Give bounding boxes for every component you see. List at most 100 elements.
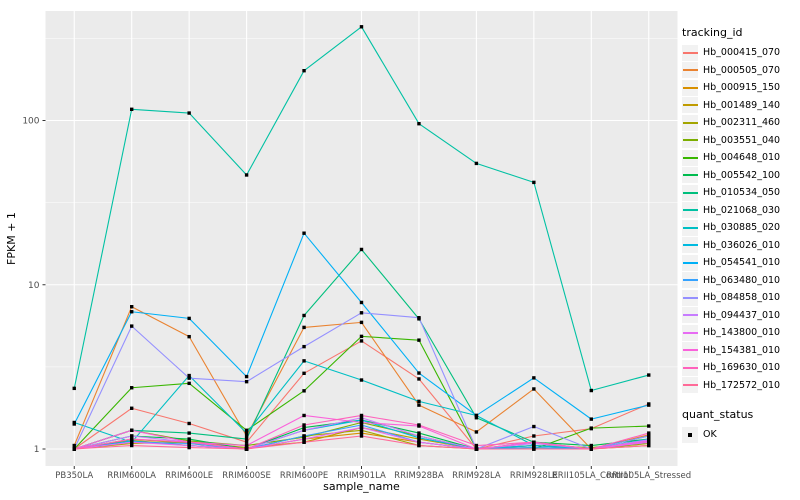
x-tick-label: RRII105LA_Control bbox=[552, 471, 631, 481]
legend-entry-Hb_030885_020: Hb_030885_020 bbox=[682, 219, 798, 237]
y-tick-label: 1 bbox=[34, 445, 40, 455]
data-point bbox=[359, 425, 364, 430]
legend-entry-Hb_001489_140: Hb_001489_140 bbox=[682, 97, 798, 115]
data-point bbox=[532, 376, 536, 380]
x-tick-label: PB350LA bbox=[55, 471, 93, 481]
legend-entry-label: Hb_021068_030 bbox=[703, 204, 781, 216]
x-tick-label: RRIM600SE bbox=[222, 471, 271, 481]
data-point bbox=[244, 434, 249, 438]
legend-entry-Hb_094437_010: Hb_094437_010 bbox=[682, 307, 798, 325]
data-point bbox=[72, 386, 76, 391]
data-point bbox=[359, 428, 364, 432]
data-point bbox=[474, 443, 479, 448]
data-point bbox=[359, 339, 364, 343]
x-tick-label: RRIM600LA bbox=[107, 471, 156, 481]
x-tick-label: RRIM928LE bbox=[510, 471, 558, 481]
data-point bbox=[359, 378, 364, 382]
legend-entry-label: Hb_154381_010 bbox=[703, 344, 781, 356]
data-point bbox=[359, 420, 364, 425]
data-point bbox=[130, 437, 134, 441]
legend-key-box bbox=[682, 426, 698, 443]
legend-entry-Hb_169630_010: Hb_169630_010 bbox=[682, 359, 798, 377]
data-point bbox=[130, 443, 134, 448]
data-point bbox=[589, 388, 593, 393]
data-point bbox=[417, 440, 421, 444]
legend-entry-ok: OK bbox=[682, 426, 798, 444]
data-point bbox=[359, 431, 364, 435]
legend-key-box bbox=[682, 324, 698, 341]
data-point bbox=[532, 387, 536, 391]
legend-entry-Hb_084858_010: Hb_084858_010 bbox=[682, 289, 798, 307]
legend-entry-Hb_154381_010: Hb_154381_010 bbox=[682, 342, 798, 360]
data-point bbox=[474, 447, 479, 451]
data-point bbox=[187, 373, 191, 378]
legend-key-line bbox=[682, 191, 698, 194]
legend-key-box bbox=[682, 132, 698, 149]
data-point bbox=[302, 371, 306, 375]
legend-entry-Hb_000505_070: Hb_000505_070 bbox=[682, 62, 798, 80]
data-point bbox=[359, 300, 364, 305]
legend-key-box bbox=[682, 97, 698, 114]
data-point bbox=[359, 416, 364, 420]
legend-key-box bbox=[682, 289, 698, 306]
data-point bbox=[359, 247, 364, 252]
data-point bbox=[302, 434, 306, 438]
legend-key-box bbox=[682, 114, 698, 131]
x-tick-label: RRII105LA_Stressed bbox=[606, 471, 691, 481]
data-point bbox=[130, 107, 134, 112]
legend-entry-label: Hb_084858_010 bbox=[703, 292, 781, 304]
legend-entry-Hb_000915_150: Hb_000915_150 bbox=[682, 79, 798, 97]
data-point bbox=[187, 421, 191, 426]
legend-quant-status-block: quant_status OK bbox=[682, 408, 798, 444]
data-point bbox=[302, 425, 306, 430]
y-axis-title: FPKM + 1 bbox=[5, 212, 18, 265]
legend-key-box bbox=[682, 377, 698, 394]
legend-key-box bbox=[682, 307, 698, 324]
legend-entry-label: Hb_010534_050 bbox=[703, 187, 781, 199]
legend-key-line bbox=[682, 86, 698, 89]
legend-key-box bbox=[682, 184, 698, 201]
legend-key-box bbox=[682, 62, 698, 79]
data-point bbox=[244, 431, 249, 435]
x-tick-label: RRIM600LE bbox=[165, 471, 213, 481]
data-point bbox=[532, 447, 536, 451]
data-point bbox=[187, 437, 191, 441]
data-point bbox=[244, 437, 249, 441]
data-point bbox=[359, 25, 364, 29]
x-tick-label: RRIM600PE bbox=[280, 471, 328, 481]
data-point bbox=[187, 443, 191, 448]
data-point bbox=[647, 431, 651, 435]
data-point bbox=[589, 443, 593, 448]
legend-key-line bbox=[682, 296, 698, 299]
data-point bbox=[647, 373, 651, 377]
data-point bbox=[474, 161, 479, 166]
data-point bbox=[187, 111, 191, 115]
legend-entry-Hb_143800_010: Hb_143800_010 bbox=[682, 324, 798, 342]
data-point bbox=[302, 344, 306, 349]
data-point bbox=[302, 325, 306, 330]
legend-key-box bbox=[682, 44, 698, 61]
legend-entry-label: Hb_143800_010 bbox=[703, 327, 781, 339]
data-point bbox=[589, 447, 593, 451]
legend-entry-label: Hb_036026_010 bbox=[703, 239, 781, 251]
data-point bbox=[130, 428, 134, 432]
legend-key-line bbox=[682, 209, 698, 212]
data-point bbox=[474, 416, 479, 420]
data-point bbox=[359, 423, 364, 427]
legend-entry-Hb_004648_010: Hb_004648_010 bbox=[682, 149, 798, 167]
legend-key-line bbox=[682, 279, 698, 282]
ok-point-icon bbox=[688, 432, 692, 437]
data-point bbox=[302, 359, 306, 363]
data-point bbox=[359, 413, 364, 418]
data-point bbox=[302, 231, 306, 235]
x-tick-label: RRIM928LA bbox=[452, 471, 501, 481]
data-point bbox=[417, 399, 421, 404]
data-point bbox=[647, 439, 651, 443]
data-point bbox=[532, 434, 536, 438]
legend-key-box bbox=[682, 167, 698, 184]
data-point bbox=[647, 434, 651, 438]
legend-key-box bbox=[682, 359, 698, 376]
legend-entry-Hb_021068_030: Hb_021068_030 bbox=[682, 202, 798, 220]
legend-key-box bbox=[682, 149, 698, 166]
